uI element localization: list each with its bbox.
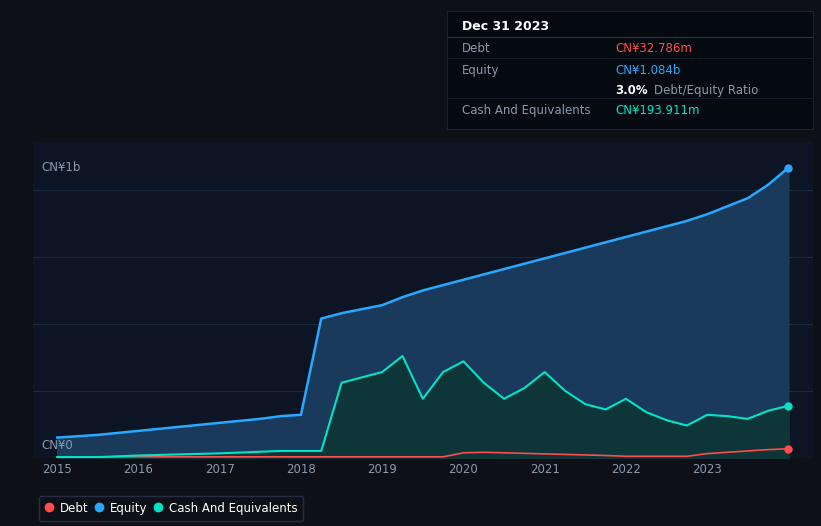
Text: CN¥0: CN¥0: [41, 439, 73, 452]
Text: CN¥1b: CN¥1b: [41, 161, 80, 174]
Text: CN¥32.786m: CN¥32.786m: [616, 43, 692, 55]
Text: CN¥193.911m: CN¥193.911m: [616, 104, 700, 117]
Text: Equity: Equity: [462, 64, 499, 77]
Text: Dec 31 2023: Dec 31 2023: [462, 20, 549, 33]
Legend: Debt, Equity, Cash And Equivalents: Debt, Equity, Cash And Equivalents: [39, 497, 303, 521]
Text: Cash And Equivalents: Cash And Equivalents: [462, 104, 590, 117]
Text: Debt: Debt: [462, 43, 491, 55]
Text: 3.0%: 3.0%: [616, 84, 648, 97]
Text: CN¥1.084b: CN¥1.084b: [616, 64, 681, 77]
Text: Debt/Equity Ratio: Debt/Equity Ratio: [654, 84, 758, 97]
